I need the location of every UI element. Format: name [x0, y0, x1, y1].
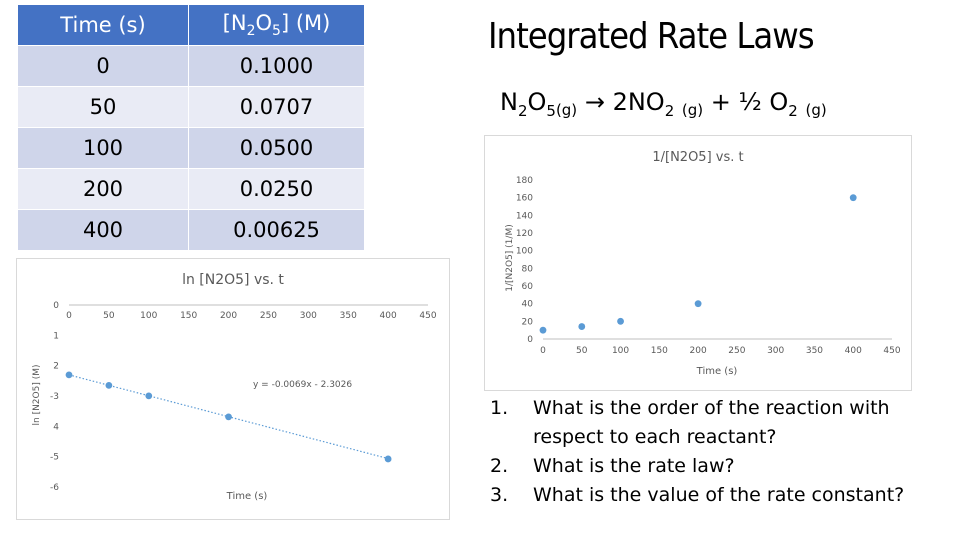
question-text: What is the value of the rate constant? [533, 484, 905, 506]
y-tick-label: 20 [522, 317, 534, 327]
y-tick-label: -3 [50, 392, 59, 402]
concentration-table: Time (s) [N2O5] (M) 0 0.1000 50 0.0707 1… [17, 4, 365, 251]
table-row: 0 0.1000 [17, 45, 365, 87]
y-axis-label: 1/[N2O5] (1/M) [505, 224, 515, 291]
y-tick-label: 40 [522, 300, 534, 310]
data-point [225, 413, 232, 421]
cell-concentration: 0.0250 [188, 168, 365, 210]
table-row: 100 0.0500 [17, 127, 365, 169]
y-tick-label: 180 [516, 176, 533, 186]
question-number: 3. [490, 484, 509, 506]
question-list: 1. What is the order of the reaction with… [490, 394, 930, 510]
x-tick-label: 0 [66, 311, 72, 321]
product2-coeff: ½ [738, 88, 762, 116]
x-tick-label: 200 [220, 311, 237, 321]
cell-time: 400 [17, 209, 189, 251]
y-tick-label: 4 [53, 422, 59, 432]
cell-time: 100 [17, 127, 189, 169]
data-point [65, 371, 73, 379]
cell-time: 0 [17, 45, 189, 87]
product1: NO2 [627, 88, 675, 120]
cell-time: 50 [17, 86, 189, 128]
x-tick-label: 0 [540, 346, 546, 356]
x-tick-label: 450 [883, 346, 900, 356]
question-number: 2. [490, 455, 509, 477]
question-text: What is the rate law? [533, 455, 735, 477]
y-tick-label: -5 [50, 453, 59, 463]
cell-time: 200 [17, 168, 189, 210]
y-tick-label: 100 [516, 247, 533, 257]
x-tick-label: 400 [380, 311, 397, 321]
y-tick-label: 120 [516, 229, 533, 239]
y-tick-label: 80 [522, 264, 534, 274]
chart-title: 1/[N2O5] vs. t [652, 150, 743, 165]
y-tick-label: 60 [522, 282, 534, 292]
header-time: Time (s) [17, 4, 189, 46]
table-row: 400 0.00625 [17, 209, 365, 251]
slide-title: Integrated Rate Laws [488, 16, 815, 57]
x-tick-label: 200 [690, 346, 707, 356]
ln-chart: ln [N2O5] vs. t Time (s) ln [N2O5] (M) y… [16, 258, 450, 520]
data-point [849, 194, 857, 202]
data-point [105, 381, 113, 389]
reaction-arrow: → [584, 88, 605, 116]
x-tick-label: 450 [419, 311, 436, 321]
x-tick-label: 250 [728, 346, 745, 356]
cell-concentration: 0.00625 [188, 209, 365, 251]
product2-state: (g) [805, 101, 827, 119]
cell-concentration: 0.0500 [188, 127, 365, 169]
question-item: 2. What is the rate law? [490, 452, 930, 481]
data-point [617, 317, 624, 325]
inverse-chart-svg: 1/[N2O5] vs. t Time (s) 1/[N2O5] (1/M) 0… [505, 150, 901, 377]
x-tick-label: 100 [140, 311, 157, 321]
trendline-equation: y = -0.0069x - 2.3026 [253, 380, 352, 390]
y-tick-label: 160 [516, 194, 533, 204]
reaction-equation: N2O5(g) → 2NO2 (g) + ½ O2 (g) [500, 88, 827, 120]
product1-coeff: 2 [612, 88, 628, 116]
x-tick-label: 50 [576, 346, 588, 356]
y-tick-label: -6 [50, 483, 59, 493]
y-tick-label: 140 [516, 211, 533, 221]
x-tick-label: 250 [260, 311, 277, 321]
inverse-chart: 1/[N2O5] vs. t Time (s) 1/[N2O5] (1/M) 0… [484, 135, 912, 391]
table-header-row: Time (s) [N2O5] (M) [17, 4, 365, 46]
x-axis-label: Time (s) [226, 491, 268, 502]
y-tick-label: 0 [53, 301, 59, 311]
plus-sign: + [710, 88, 731, 116]
y-axis-label: ln [N2O5] (M) [32, 364, 42, 425]
data-point [384, 455, 392, 463]
table-row: 200 0.0250 [17, 168, 365, 210]
table-row: 50 0.0707 [17, 86, 365, 128]
x-tick-label: 350 [806, 346, 823, 356]
product1-state: (g) [681, 101, 704, 119]
question-number: 1. [490, 397, 509, 419]
x-tick-label: 350 [340, 311, 357, 321]
x-tick-label: 300 [300, 311, 317, 321]
ln-chart-svg: ln [N2O5] vs. t Time (s) ln [N2O5] (M) y… [32, 272, 437, 502]
data-point [539, 326, 547, 334]
question-item: 1. What is the order of the reaction with… [490, 394, 930, 452]
header-concentration: [N2O5] (M) [188, 4, 365, 46]
x-tick-label: 50 [103, 311, 115, 321]
y-tick-label: 2 [53, 362, 59, 372]
data-point [694, 300, 702, 308]
x-tick-label: 400 [845, 346, 862, 356]
data-point [578, 323, 586, 330]
chart-title: ln [N2O5] vs. t [182, 272, 284, 288]
cell-concentration: 0.0707 [188, 86, 365, 128]
y-tick-label: 0 [527, 335, 533, 345]
cell-concentration: 0.1000 [188, 45, 365, 87]
question-item: 3. What is the value of the rate constant… [490, 481, 930, 510]
x-tick-label: 300 [767, 346, 784, 356]
y-tick-label: 1 [53, 331, 59, 341]
product2: O2 [769, 88, 798, 120]
x-tick-label: 100 [612, 346, 629, 356]
data-point [145, 392, 153, 400]
x-tick-label: 150 [651, 346, 668, 356]
reactant-state: (g) [555, 101, 578, 119]
reactant: N2O5 [500, 88, 556, 120]
x-axis-label: Time (s) [696, 366, 738, 377]
question-text: What is the order of the reaction with r… [533, 397, 890, 448]
x-tick-label: 150 [180, 311, 197, 321]
